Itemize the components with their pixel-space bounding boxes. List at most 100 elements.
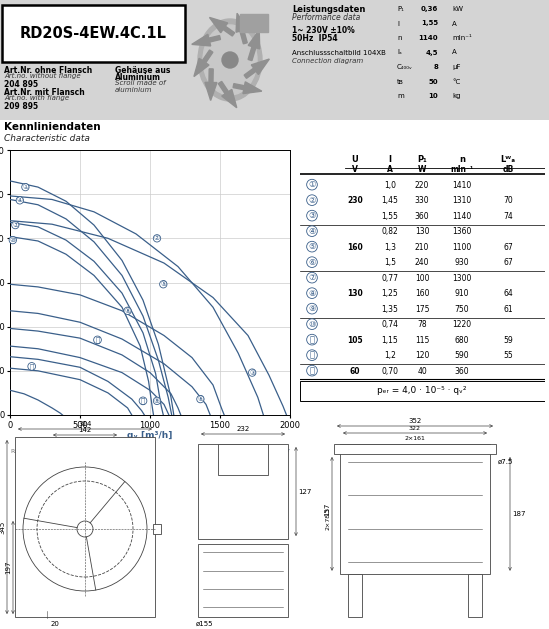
Text: pₑᵣ = 4,0 · 10⁻⁵ · qᵥ²: pₑᵣ = 4,0 · 10⁻⁵ · qᵥ²: [377, 386, 467, 395]
Text: 232: 232: [237, 426, 250, 432]
Text: 1,2: 1,2: [384, 352, 396, 360]
Text: 1140: 1140: [418, 35, 438, 41]
Text: ⑨: ⑨: [308, 304, 316, 313]
FancyArrow shape: [219, 81, 237, 108]
Text: 1310: 1310: [452, 196, 472, 206]
Text: 1,3: 1,3: [384, 243, 396, 252]
Text: 2×161: 2×161: [405, 436, 425, 441]
FancyArrow shape: [192, 34, 221, 46]
Text: Art.Nr. ohne Flansch: Art.Nr. ohne Flansch: [4, 66, 92, 75]
Text: 0,82: 0,82: [382, 228, 399, 237]
Text: ②: ②: [154, 235, 160, 242]
Text: 67: 67: [503, 259, 513, 267]
Text: I: I: [397, 21, 399, 26]
Text: P₁: P₁: [397, 6, 404, 12]
Text: ⑧: ⑧: [308, 289, 316, 298]
Text: P₁: P₁: [417, 155, 427, 164]
Text: 157: 157: [324, 502, 330, 516]
FancyArrow shape: [233, 82, 262, 94]
Bar: [334, 444, 496, 454]
Text: 2×78.3: 2×78.3: [325, 508, 330, 530]
Bar: [300, 381, 545, 401]
Text: 0,70: 0,70: [382, 367, 399, 376]
Text: dB: dB: [502, 165, 514, 174]
FancyArrow shape: [244, 59, 270, 79]
Text: ⑤: ⑤: [160, 281, 166, 287]
Bar: [2, 5, 185, 62]
Text: I: I: [389, 155, 391, 164]
Text: aluminium: aluminium: [115, 87, 153, 93]
Text: 220: 220: [415, 181, 429, 190]
Text: 130: 130: [414, 228, 429, 237]
Text: μF: μF: [452, 64, 461, 70]
Text: 930: 930: [455, 259, 469, 267]
Text: 345: 345: [0, 520, 5, 533]
Text: RD20S4E2: RD20S4E2: [10, 450, 43, 454]
FancyArrow shape: [248, 30, 260, 60]
Text: ⑩: ⑩: [308, 320, 316, 328]
Text: Connection diagram: Connection diagram: [292, 58, 363, 64]
Text: 100: 100: [414, 274, 429, 283]
Text: 240: 240: [414, 259, 429, 267]
Text: V: V: [352, 165, 358, 174]
Text: 70: 70: [503, 196, 513, 206]
Text: 314: 314: [79, 421, 92, 427]
Text: 1,55: 1,55: [421, 21, 438, 26]
Bar: [153, 524, 161, 534]
FancyArrow shape: [210, 18, 234, 36]
Text: ⑫: ⑫: [310, 350, 315, 360]
Text: 60: 60: [350, 367, 360, 376]
Circle shape: [77, 521, 93, 537]
Bar: [198, 444, 288, 539]
Text: 352: 352: [408, 418, 422, 424]
Text: 910: 910: [455, 289, 469, 298]
Text: 130: 130: [347, 289, 363, 298]
Text: ①: ①: [23, 184, 29, 190]
Text: ④: ④: [16, 198, 23, 203]
Text: n: n: [397, 35, 401, 41]
Text: 10: 10: [428, 93, 438, 99]
FancyArrow shape: [205, 69, 217, 101]
Text: ⑦: ⑦: [308, 273, 316, 282]
Text: 120: 120: [415, 352, 429, 360]
Text: 61: 61: [503, 305, 513, 314]
Text: 78: 78: [417, 320, 427, 330]
Text: 1,35: 1,35: [382, 305, 399, 314]
Text: 8: 8: [433, 64, 438, 70]
X-axis label: qᵥ [m³/h]: qᵥ [m³/h]: [127, 431, 173, 440]
Text: A: A: [387, 165, 393, 174]
Text: 127: 127: [298, 489, 311, 494]
Text: RD20S-4EW.4C.1L: RD20S-4EW.4C.1L: [20, 26, 166, 40]
Text: 1,45: 1,45: [382, 196, 399, 206]
Text: RD20S4EW4C1LV007: RD20S4EW4C1LV007: [224, 450, 290, 454]
Text: C₄₀₀ᵥ: C₄₀₀ᵥ: [397, 64, 413, 70]
Text: 1,15: 1,15: [382, 336, 399, 345]
Text: ④: ④: [308, 226, 316, 236]
FancyArrow shape: [194, 50, 213, 77]
Text: 40: 40: [417, 367, 427, 376]
Text: ⑬: ⑬: [310, 366, 315, 375]
Text: 50Hz  IP54: 50Hz IP54: [292, 34, 338, 43]
Text: Art.no. without flange: Art.no. without flange: [4, 73, 81, 79]
Text: 67: 67: [503, 243, 513, 252]
Text: kg: kg: [452, 93, 461, 99]
Text: ⑪: ⑪: [96, 337, 99, 343]
Text: 175: 175: [414, 305, 429, 314]
Text: 1,0: 1,0: [384, 181, 396, 190]
Text: 1360: 1360: [452, 228, 472, 237]
Text: 64: 64: [503, 289, 513, 298]
Text: 1100: 1100: [452, 243, 472, 252]
Text: 1,55: 1,55: [382, 212, 399, 221]
Text: A: A: [452, 50, 457, 55]
Text: ②: ②: [308, 196, 316, 204]
Text: ⑩: ⑩: [10, 237, 16, 243]
Bar: [219, 444, 268, 475]
Text: n: n: [459, 155, 465, 164]
Text: ⑥: ⑥: [197, 396, 204, 402]
Text: Scroll made of: Scroll made of: [115, 80, 166, 86]
Text: 4,5: 4,5: [425, 50, 438, 55]
Text: 210: 210: [415, 243, 429, 252]
Text: Performance data: Performance data: [292, 13, 360, 22]
Text: ③: ③: [308, 211, 316, 220]
Text: ③: ③: [249, 370, 255, 376]
